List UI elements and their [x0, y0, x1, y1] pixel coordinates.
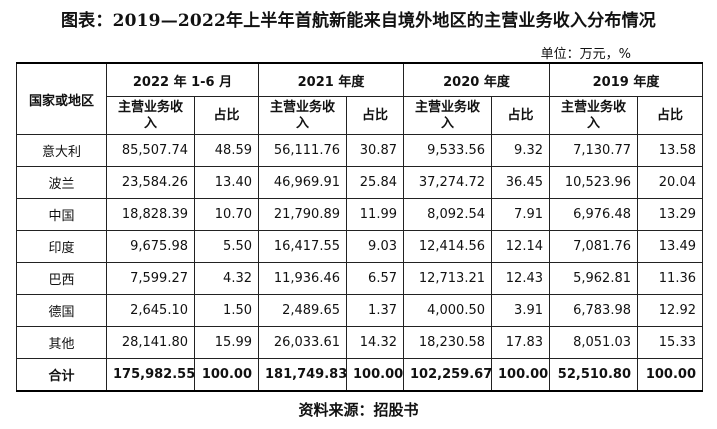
total-label: 合计 [16, 358, 107, 392]
share-cell: 30.87 [346, 134, 404, 167]
region-cell: 德国 [16, 294, 107, 327]
share-cell: 4.32 [194, 262, 259, 295]
share-cell: 48.59 [194, 134, 259, 167]
share-cell: 7.91 [491, 198, 550, 231]
total-share-cell: 100.00 [491, 358, 550, 392]
region-cell: 波兰 [16, 166, 107, 199]
share-cell: 14.32 [346, 326, 404, 359]
revenue-cell: 8,092.54 [403, 198, 492, 231]
revenue-header: 主营业务收入 [106, 96, 195, 135]
share-cell: 13.40 [194, 166, 259, 199]
total-revenue-cell: 181,749.83 [258, 358, 347, 392]
revenue-cell: 18,828.39 [106, 198, 195, 231]
share-cell: 9.03 [346, 230, 404, 263]
revenue-cell: 7,130.77 [549, 134, 638, 167]
revenue-cell: 16,417.55 [258, 230, 347, 263]
total-share-cell: 100.00 [637, 358, 703, 392]
revenue-cell: 7,081.76 [549, 230, 638, 263]
table-row: 德国 2,645.10 1.50 2,489.65 1.37 4,000.50 … [16, 294, 703, 327]
share-cell: 6.57 [346, 262, 404, 295]
revenue-cell: 21,790.89 [258, 198, 347, 231]
share-cell: 15.99 [194, 326, 259, 359]
region-cell: 巴西 [16, 262, 107, 295]
share-cell: 20.04 [637, 166, 703, 199]
share-cell: 10.70 [194, 198, 259, 231]
revenue-cell: 4,000.50 [403, 294, 492, 327]
revenue-cell: 28,141.80 [106, 326, 195, 359]
revenue-cell: 85,507.74 [106, 134, 195, 167]
period-header: 2021 年度 [258, 62, 404, 97]
table-row: 其他 28,141.80 15.99 26,033.61 14.32 18,23… [16, 326, 703, 359]
region-header: 国家或地区 [16, 62, 107, 135]
total-revenue-cell: 52,510.80 [549, 358, 638, 392]
share-cell: 12.92 [637, 294, 703, 327]
share-cell: 11.36 [637, 262, 703, 295]
revenue-cell: 6,976.48 [549, 198, 638, 231]
share-header: 占比 [194, 96, 259, 135]
revenue-cell: 46,969.91 [258, 166, 347, 199]
page-title: 图表：2019—2022年上半年首航新能来自境外地区的主营业务收入分布情况 [60, 11, 657, 31]
table-row: 印度 9,675.98 5.50 16,417.55 9.03 12,414.5… [16, 230, 703, 263]
revenue-cell: 6,783.98 [549, 294, 638, 327]
revenue-cell: 8,051.03 [549, 326, 638, 359]
total-row: 合计 175,982.55 100.00 181,749.83 100.00 1… [16, 358, 703, 392]
share-header: 占比 [491, 96, 550, 135]
share-cell: 11.99 [346, 198, 404, 231]
revenue-cell: 7,599.27 [106, 262, 195, 295]
share-cell: 5.50 [194, 230, 259, 263]
share-cell: 3.91 [491, 294, 550, 327]
period-header: 2022 年 1-6 月 [106, 62, 259, 97]
revenue-cell: 10,523.96 [549, 166, 638, 199]
share-header: 占比 [637, 96, 703, 135]
unit-note: 单位：万元，% [540, 47, 631, 62]
revenue-cell: 12,414.56 [403, 230, 492, 263]
share-cell: 1.50 [194, 294, 259, 327]
period-header: 2019 年度 [549, 62, 703, 97]
region-cell: 中国 [16, 198, 107, 231]
region-cell: 其他 [16, 326, 107, 359]
revenue-header: 主营业务收入 [403, 96, 492, 135]
revenue-cell: 2,645.10 [106, 294, 195, 327]
table-row: 波兰 23,584.26 13.40 46,969.91 25.84 37,27… [16, 166, 703, 199]
share-cell: 36.45 [491, 166, 550, 199]
table-row: 意大利 85,507.74 48.59 56,111.76 30.87 9,53… [16, 134, 703, 167]
table-row: 巴西 7,599.27 4.32 11,936.46 6.57 12,713.2… [16, 262, 703, 295]
share-cell: 13.49 [637, 230, 703, 263]
total-revenue-cell: 102,259.67 [403, 358, 492, 392]
total-share-cell: 100.00 [346, 358, 404, 392]
share-cell: 13.29 [637, 198, 703, 231]
period-header: 2020 年度 [403, 62, 550, 97]
revenue-cell: 5,962.81 [549, 262, 638, 295]
revenue-cell: 9,675.98 [106, 230, 195, 263]
share-cell: 9.32 [491, 134, 550, 167]
revenue-cell: 37,274.72 [403, 166, 492, 199]
total-revenue-cell: 175,982.55 [106, 358, 195, 392]
total-share-cell: 100.00 [194, 358, 259, 392]
share-cell: 17.83 [491, 326, 550, 359]
revenue-cell: 9,533.56 [403, 134, 492, 167]
table-row: 中国 18,828.39 10.70 21,790.89 11.99 8,092… [16, 198, 703, 231]
revenue-cell: 12,713.21 [403, 262, 492, 295]
revenue-cell: 56,111.76 [258, 134, 347, 167]
revenue-cell: 11,936.46 [258, 262, 347, 295]
share-cell: 13.58 [637, 134, 703, 167]
revenue-cell: 18,230.58 [403, 326, 492, 359]
share-cell: 12.14 [491, 230, 550, 263]
share-cell: 1.37 [346, 294, 404, 327]
revenue-cell: 26,033.61 [258, 326, 347, 359]
share-cell: 25.84 [346, 166, 404, 199]
revenue-header: 主营业务收入 [549, 96, 638, 135]
region-cell: 意大利 [16, 134, 107, 167]
share-cell: 15.33 [637, 326, 703, 359]
region-cell: 印度 [16, 230, 107, 263]
revenue-table: 国家或地区 2022 年 1-6 月 2021 年度 2020 年度 2019 … [16, 62, 703, 392]
share-cell: 12.43 [491, 262, 550, 295]
revenue-cell: 2,489.65 [258, 294, 347, 327]
revenue-cell: 23,584.26 [106, 166, 195, 199]
revenue-header: 主营业务收入 [258, 96, 347, 135]
source-note: 资料来源：招股书 [298, 401, 419, 419]
share-header: 占比 [346, 96, 404, 135]
